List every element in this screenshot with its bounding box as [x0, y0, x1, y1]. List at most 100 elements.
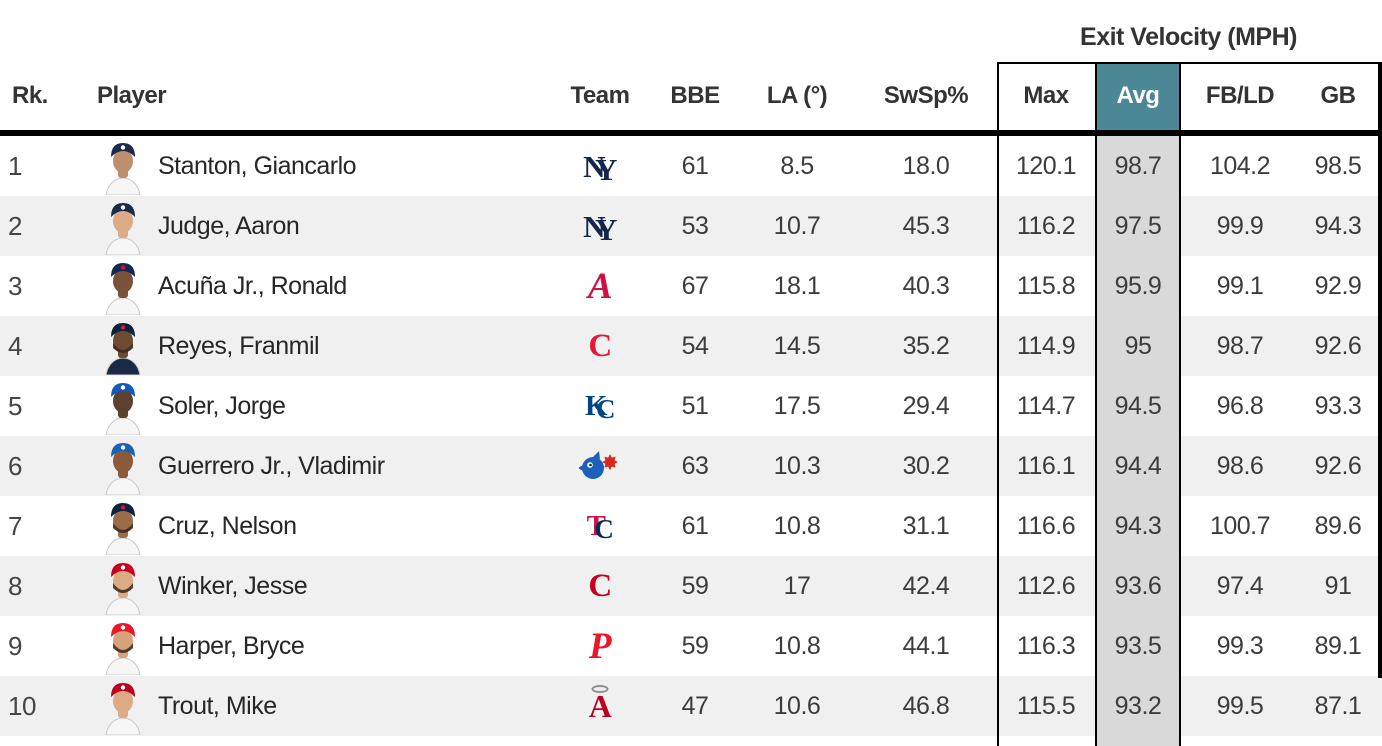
team-logo: A: [555, 676, 645, 736]
swsp-cell: 29.4: [902, 391, 950, 420]
max-ev-cell: 114.9: [1016, 331, 1076, 360]
gb-ev-cell: 92.9: [1314, 271, 1362, 300]
player-avatar: [101, 376, 145, 436]
gb-ev-cell: 87.1: [1314, 691, 1362, 720]
player-name[interactable]: Trout, Mike: [158, 691, 277, 720]
team-logo-letter: A: [587, 265, 613, 307]
player-name[interactable]: Winker, Jesse: [158, 571, 308, 600]
la-cell: 17.5: [773, 391, 821, 420]
gb-ev-cell: 89.1: [1314, 631, 1362, 660]
player-headshot: [105, 683, 141, 735]
team-logo-letter: C: [588, 567, 612, 604]
team-logo-letter: C: [588, 327, 612, 364]
team-logo-letter: C: [594, 514, 614, 544]
team-logo-letter: N: [583, 208, 605, 244]
bbe-cell: 61: [681, 511, 709, 540]
bbe-cell: 53: [681, 211, 709, 240]
player-avatar: [101, 136, 145, 196]
rank-cell: 9: [8, 630, 22, 661]
bluejay-logo: [579, 451, 618, 479]
bbe-cell: 59: [681, 631, 709, 660]
rank-cell: 6: [8, 450, 22, 481]
avg-column-highlight: [1097, 136, 1179, 746]
fbld-ev-cell: 99.9: [1216, 211, 1264, 240]
swsp-cell: 30.2: [902, 451, 950, 480]
bbe-cell: 59: [681, 571, 709, 600]
col-header-bbe[interactable]: BBE: [670, 82, 720, 109]
col-header-swsp[interactable]: SwSp%: [883, 82, 969, 109]
player-name[interactable]: Acuña Jr., Ronald: [158, 271, 347, 300]
player-avatar: [101, 616, 145, 676]
gb-ev-cell: 98.5: [1314, 151, 1362, 180]
rank-cell: 10: [8, 690, 36, 721]
player-avatar: [101, 196, 145, 256]
team-logo-letter: C: [596, 394, 616, 424]
player-name[interactable]: Harper, Bryce: [158, 631, 305, 660]
col-header-max[interactable]: Max: [1023, 82, 1069, 109]
avg-ev-cell: 93.5: [1114, 631, 1162, 660]
max-ev-cell: 116.2: [1016, 211, 1076, 240]
gb-ev-cell: 92.6: [1314, 451, 1362, 480]
player-name[interactable]: Cruz, Nelson: [158, 511, 297, 540]
max-ev-cell: 115.5: [1016, 691, 1076, 720]
la-cell: 10.8: [773, 511, 821, 540]
la-cell: 18.1: [773, 271, 821, 300]
team-logo-letter: Y: [595, 151, 617, 187]
col-header-team[interactable]: Team: [570, 82, 630, 109]
col-header-gb[interactable]: GB: [1320, 82, 1357, 109]
player-name[interactable]: Guerrero Jr., Vladimir: [158, 451, 385, 480]
player-headshot: [105, 383, 141, 435]
fbld-ev-cell: 96.8: [1216, 391, 1264, 420]
max-ev-cell: 116.1: [1016, 451, 1076, 480]
rank-cell: 1: [8, 150, 22, 181]
avg-ev-cell: 93.6: [1114, 571, 1162, 600]
col-header-la[interactable]: LA (°): [766, 82, 828, 109]
table-row: 10 Trout, Mike A 47 10.6 46.8 115.5 93.2…: [0, 676, 1382, 736]
avg-ev-cell: 94.4: [1114, 451, 1162, 480]
la-cell: 10.8: [773, 631, 821, 660]
ev-box-right-border: [1378, 62, 1382, 678]
player-name[interactable]: Reyes, Franmil: [158, 331, 320, 360]
bbe-cell: 61: [681, 151, 709, 180]
la-cell: 17: [783, 571, 811, 600]
swsp-cell: 46.8: [902, 691, 950, 720]
fbld-ev-cell: 97.4: [1216, 571, 1264, 600]
ev-group-title: Exit Velocity (MPH): [1080, 22, 1297, 51]
fbld-ev-cell: 100.7: [1209, 511, 1271, 540]
fbld-ev-cell: 98.7: [1216, 331, 1264, 360]
col-header-rank[interactable]: Rk.: [12, 82, 48, 109]
bbe-cell: 63: [681, 451, 709, 480]
max-ev-cell: 115.8: [1016, 271, 1076, 300]
player-name[interactable]: Judge, Aaron: [158, 211, 300, 240]
col-header-avg[interactable]: Avg: [1116, 82, 1160, 109]
fbld-ev-cell: 104.2: [1209, 151, 1271, 180]
player-headshot: [105, 623, 141, 675]
rank-cell: 2: [8, 210, 22, 241]
avg-right-border: [1179, 62, 1181, 746]
bbe-cell: 67: [681, 271, 709, 300]
team-logo: [555, 436, 645, 496]
avg-ev-cell: 98.7: [1114, 151, 1162, 180]
player-name[interactable]: Stanton, Giancarlo: [158, 151, 357, 180]
table-row: 3 Acuña Jr., Ronald A 67 18.1 40.3 115.8…: [0, 256, 1382, 316]
player-avatar: [101, 316, 145, 376]
player-name[interactable]: Soler, Jorge: [158, 391, 286, 420]
team-logo: P: [555, 616, 645, 676]
player-headshot: [105, 263, 141, 315]
rank-cell: 7: [8, 510, 22, 541]
team-logo: C: [555, 316, 645, 376]
avg-ev-cell: 95: [1124, 331, 1152, 360]
swsp-cell: 35.2: [902, 331, 950, 360]
fbld-ev-cell: 98.6: [1216, 451, 1264, 480]
col-header-fbld[interactable]: FB/LD: [1205, 82, 1275, 109]
bbe-cell: 51: [681, 391, 709, 420]
swsp-cell: 45.3: [902, 211, 950, 240]
max-ev-cell: 116.6: [1016, 511, 1076, 540]
player-headshot: [105, 203, 141, 255]
col-header-player[interactable]: Player: [97, 82, 167, 109]
